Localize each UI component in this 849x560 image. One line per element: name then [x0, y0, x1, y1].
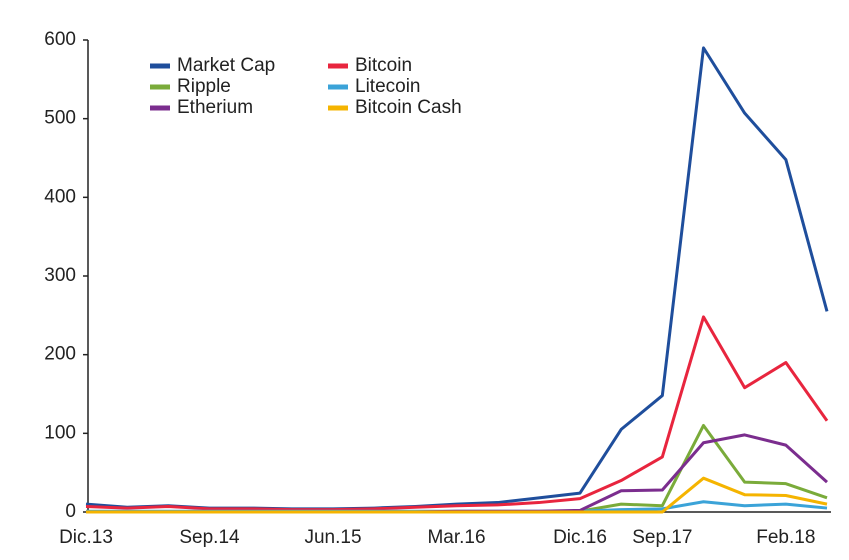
legend-label: Bitcoin [355, 55, 412, 76]
legend-label: Market Cap [177, 55, 275, 76]
y-tick-label: 300 [44, 265, 76, 286]
y-tick-label: 400 [44, 186, 76, 207]
y-tick-label: 100 [44, 422, 76, 443]
x-tick-label: Dic.13 [59, 527, 113, 548]
x-tick-label: Sep.17 [632, 527, 692, 548]
legend-label: Bitcoin Cash [355, 97, 462, 118]
y-tick-label: 600 [44, 29, 76, 50]
x-tick-label: Jun.15 [304, 527, 361, 548]
x-tick-label: Sep.14 [179, 527, 240, 548]
series-line [86, 476, 828, 514]
legend-label: Etherium [177, 97, 253, 118]
y-tick-label: 0 [65, 501, 76, 522]
x-tick-label: Feb.18 [756, 527, 815, 548]
y-tick-label: 200 [44, 344, 76, 365]
x-tick-label: Mar.16 [427, 527, 485, 548]
series-line [86, 423, 828, 514]
y-tick-label: 500 [44, 108, 76, 129]
series-line [86, 433, 829, 514]
legend-label: Litecoin [355, 76, 421, 97]
x-tick-label: Dic.16 [553, 527, 607, 548]
legend-label: Ripple [177, 76, 231, 97]
series-line [85, 315, 829, 512]
